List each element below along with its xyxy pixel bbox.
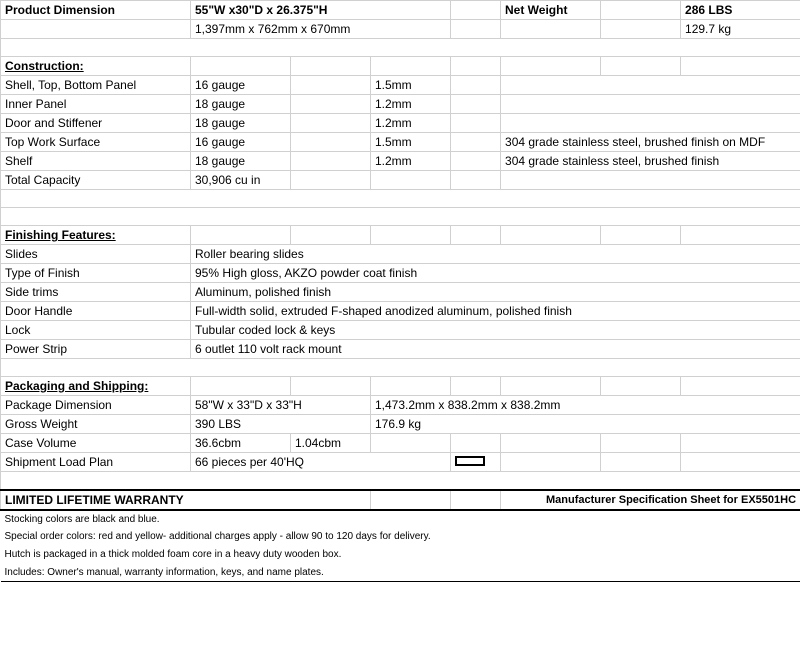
product-dimension-label: Product Dimension	[1, 1, 191, 20]
footnote: Special order colors: red and yellow- ad…	[1, 528, 800, 546]
finishing-label: Slides	[1, 245, 191, 264]
package-dimension-imperial: 58"W x 33"D x 33"H	[191, 396, 371, 415]
package-dimension-mm: 1,473.2mm x 838.2mm x 838.2mm	[371, 396, 800, 415]
footnote: Hutch is packaged in a thick molded foam…	[1, 546, 800, 564]
case-volume-label: Case Volume	[1, 434, 191, 453]
finishing-row: Slides Roller bearing slides	[1, 245, 800, 264]
product-dimension-mm: 1,397mm x 762mm x 670mm	[191, 20, 451, 39]
construction-row: Shelf 18 gauge 1.2mm 304 grade stainless…	[1, 152, 800, 171]
construction-row: Total Capacity 30,906 cu in	[1, 171, 800, 190]
header-row-2: 1,397mm x 762mm x 670mm 129.7 kg	[1, 20, 800, 39]
construction-gauge: 16 gauge	[191, 76, 291, 95]
packaging-row: Shipment Load Plan 66 pieces per 40'HQ	[1, 453, 800, 472]
packaging-row: Gross Weight 390 LBS 176.9 kg	[1, 415, 800, 434]
net-weight-lbs: 286 LBS	[681, 1, 800, 20]
finishing-row: Door Handle Full-width solid, extruded F…	[1, 302, 800, 321]
package-dimension-label: Package Dimension	[1, 396, 191, 415]
construction-heading: Construction:	[1, 57, 191, 76]
shipment-plan-value: 66 pieces per 40'HQ	[191, 453, 451, 472]
packaging-heading: Packaging and Shipping:	[1, 377, 191, 396]
net-weight-label: Net Weight	[501, 1, 601, 20]
finishing-row: Side trims Aluminum, polished finish	[1, 283, 800, 302]
gross-weight-label: Gross Weight	[1, 415, 191, 434]
finishing-row: Lock Tubular coded lock & keys	[1, 321, 800, 340]
construction-mm: 1.5mm	[371, 76, 451, 95]
spec-sheet-label: Manufacturer Specification Sheet for EX5…	[501, 490, 800, 510]
construction-row: Inner Panel 18 gauge 1.2mm	[1, 95, 800, 114]
finishing-heading: Finishing Features:	[1, 226, 191, 245]
box-icon	[455, 456, 485, 466]
footnote: Stocking colors are black and blue.	[1, 510, 800, 528]
product-dimension-imperial: 55"W x30"D x 26.375"H	[191, 1, 451, 20]
construction-label: Shell, Top, Bottom Panel	[1, 76, 191, 95]
finishing-row: Type of Finish 95% High gloss, AKZO powd…	[1, 264, 800, 283]
net-weight-kg: 129.7 kg	[681, 20, 800, 39]
construction-row: Door and Stiffener 18 gauge 1.2mm	[1, 114, 800, 133]
construction-row: Top Work Surface 16 gauge 1.5mm 304 grad…	[1, 133, 800, 152]
case-volume-a: 36.6cbm	[191, 434, 291, 453]
warranty-label: LIMITED LIFETIME WARRANTY	[1, 490, 371, 510]
gross-weight-kg: 176.9 kg	[371, 415, 800, 434]
footnote: Includes: Owner's manual, warranty infor…	[1, 564, 800, 582]
packaging-row: Case Volume 36.6cbm 1.04cbm	[1, 434, 800, 453]
warranty-row: LIMITED LIFETIME WARRANTY Manufacturer S…	[1, 490, 800, 510]
construction-row: Shell, Top, Bottom Panel 16 gauge 1.5mm	[1, 76, 800, 95]
construction-note	[501, 76, 800, 95]
finishing-row: Power Strip 6 outlet 110 volt rack mount	[1, 340, 800, 359]
gross-weight-lbs: 390 LBS	[191, 415, 371, 434]
packaging-row: Package Dimension 58"W x 33"D x 33"H 1,4…	[1, 396, 800, 415]
header-row-1: Product Dimension 55"W x30"D x 26.375"H …	[1, 1, 800, 20]
spec-table: Product Dimension 55"W x30"D x 26.375"H …	[0, 0, 800, 582]
shipment-plan-label: Shipment Load Plan	[1, 453, 191, 472]
finishing-value: Roller bearing slides	[191, 245, 800, 264]
case-volume-b: 1.04cbm	[291, 434, 371, 453]
